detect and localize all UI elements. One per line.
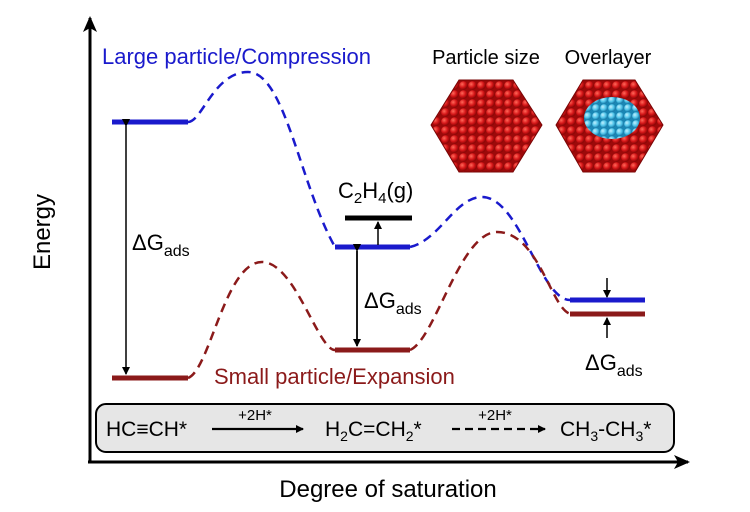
x-axis-label: Degree of saturation [279, 476, 496, 503]
reaction-box [95, 403, 675, 453]
reaction-arrow-1-label: +2H* [238, 407, 272, 424]
reaction-species-3: CH3-CH3* [560, 418, 651, 444]
overlayer-label: Overlayer [565, 47, 652, 69]
small-particle-label: Small particle/Expansion [214, 364, 455, 389]
small-particle-path [187, 230, 573, 380]
large-particle-label: Large particle/Compression [102, 44, 371, 69]
c2h4-gas-label: C2H4(g) [338, 178, 413, 207]
delta-g-label-2: ΔGads [364, 288, 422, 318]
reaction-species-2: H2C=CH2* [325, 418, 422, 444]
reaction-arrow-2-label: +2H* [478, 407, 512, 424]
particle-size-label: Particle size [432, 47, 540, 69]
reaction-species-1: HC≡CH* [106, 418, 187, 441]
delta-g-label-1: ΔGads [132, 230, 190, 260]
overlayer-image [555, 79, 664, 173]
y-axis-label: Energy [29, 194, 56, 270]
particle-size-image [430, 79, 543, 173]
delta-g-label-3: ΔGads [585, 350, 643, 380]
large-particle-path [187, 70, 571, 302]
